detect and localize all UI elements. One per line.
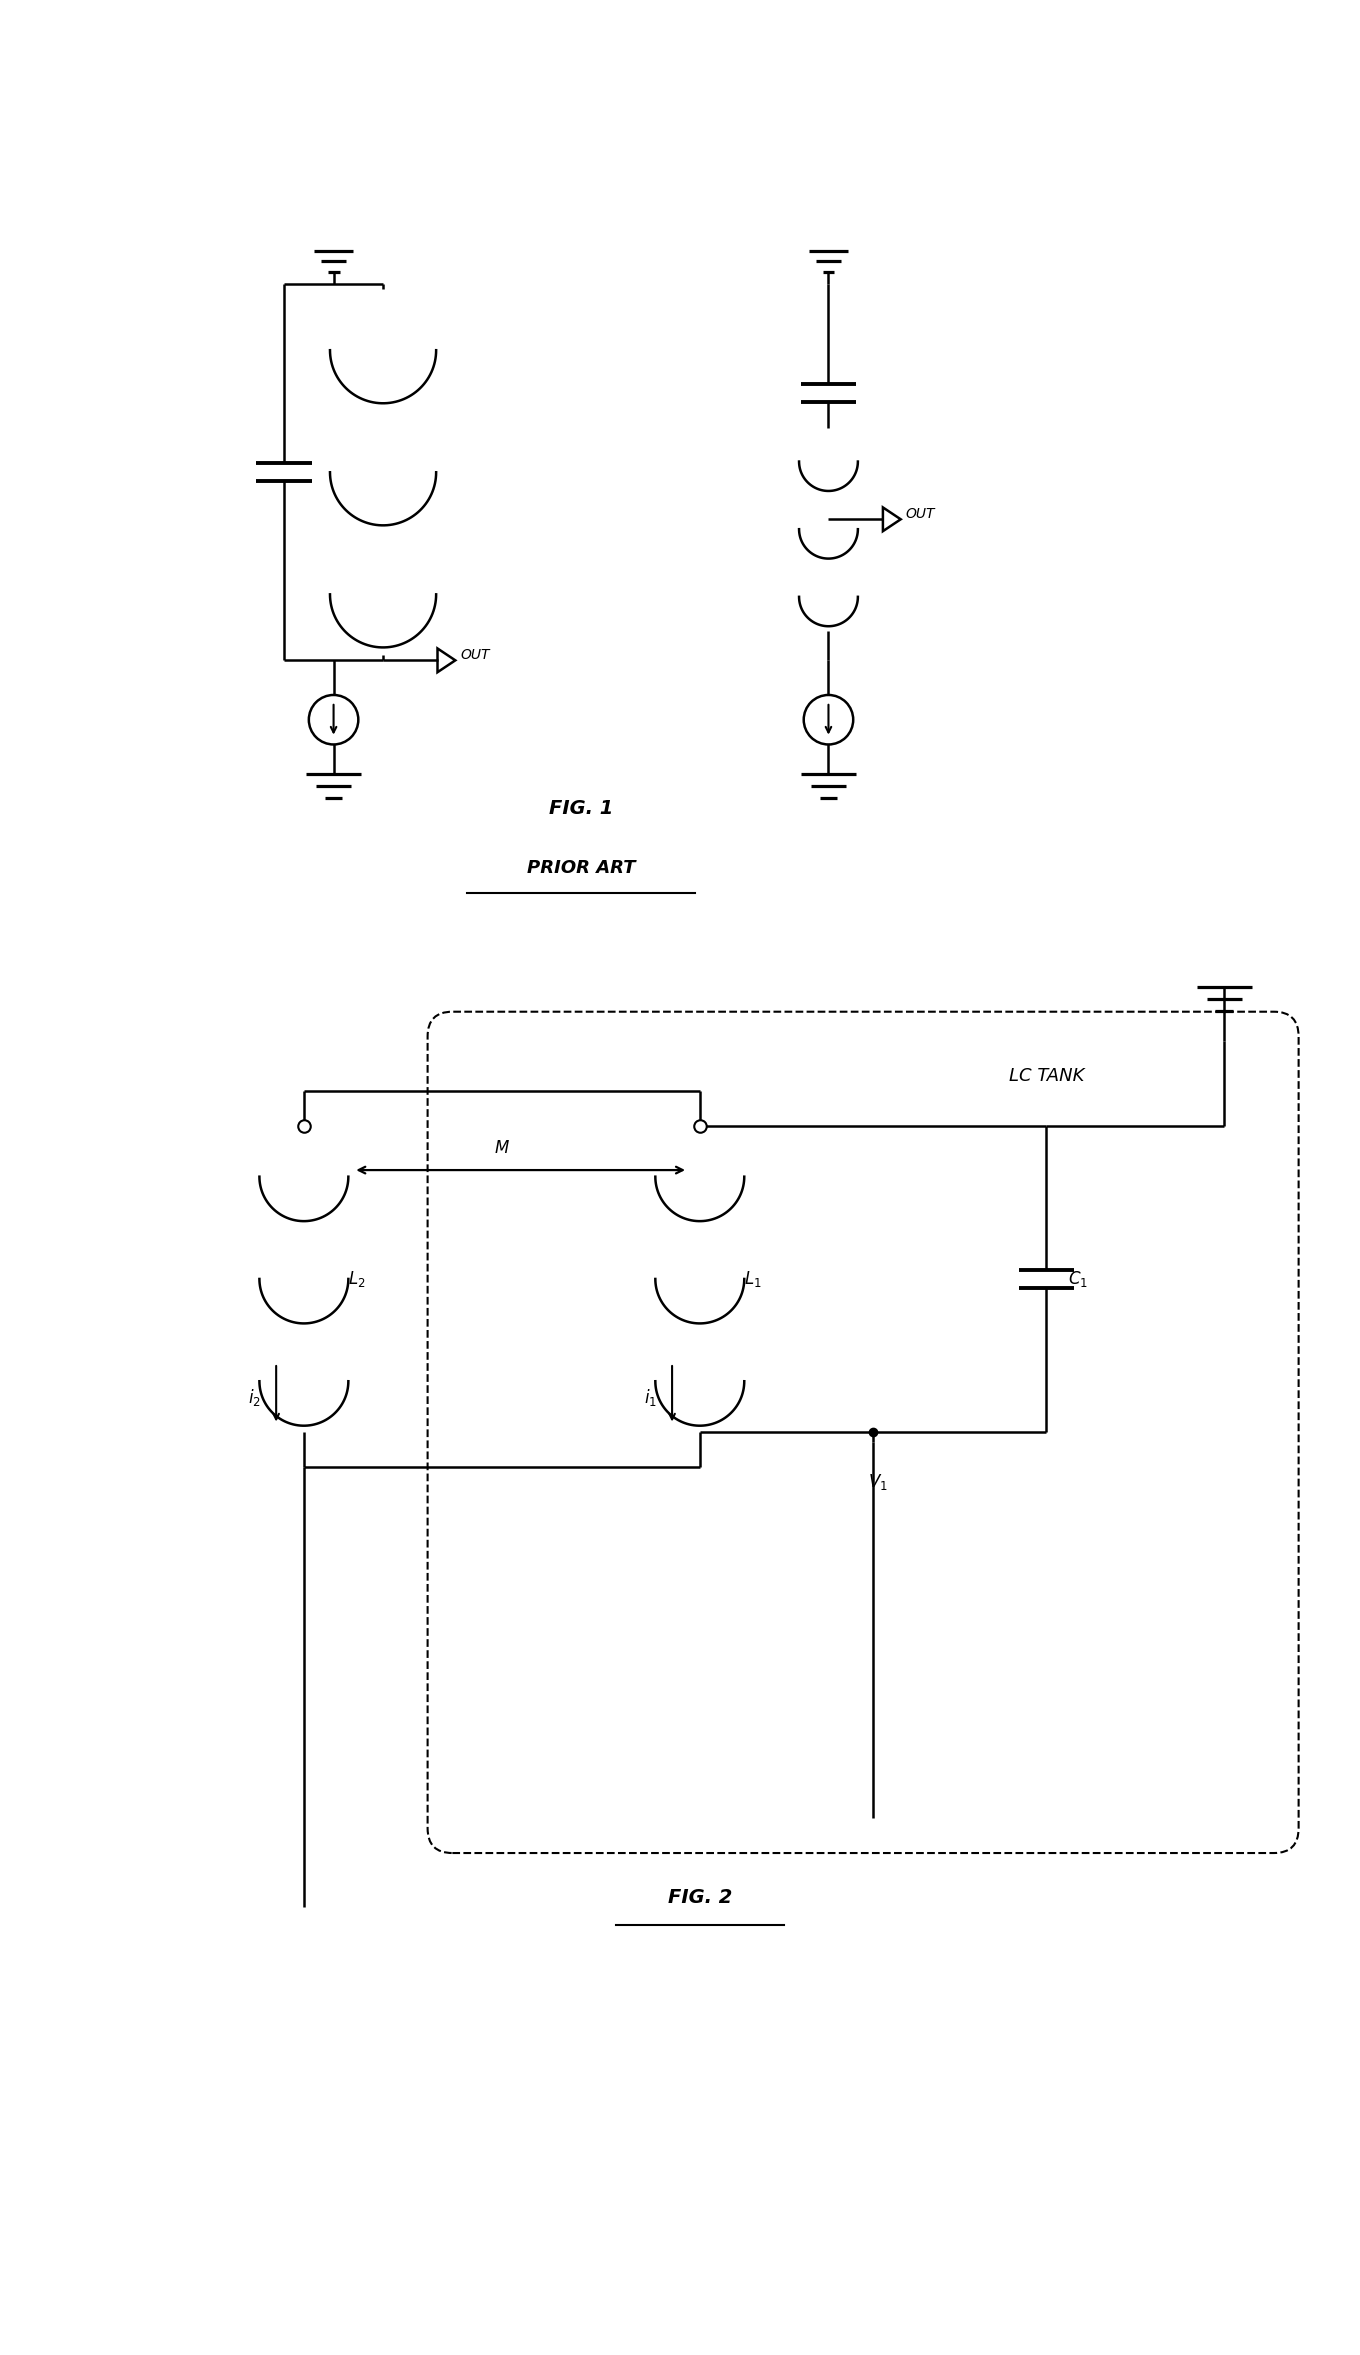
Text: M: M: [495, 1140, 509, 1156]
Text: $i_1$: $i_1$: [645, 1387, 657, 1408]
Text: $L_2$: $L_2$: [348, 1269, 366, 1288]
Text: $V_1$: $V_1$: [868, 1472, 888, 1493]
Text: $i_2$: $i_2$: [249, 1387, 261, 1408]
Text: FIG. 2: FIG. 2: [668, 1889, 732, 1908]
Text: PRIOR ART: PRIOR ART: [526, 860, 635, 876]
Text: FIG. 1: FIG. 1: [549, 798, 613, 817]
Polygon shape: [438, 648, 456, 671]
Text: $C_1$: $C_1$: [1068, 1269, 1088, 1288]
Text: OUT: OUT: [460, 648, 490, 662]
Polygon shape: [883, 506, 900, 532]
Text: LC TANK: LC TANK: [1009, 1067, 1084, 1086]
Text: OUT: OUT: [906, 506, 936, 520]
Text: $L_1$: $L_1$: [744, 1269, 762, 1288]
